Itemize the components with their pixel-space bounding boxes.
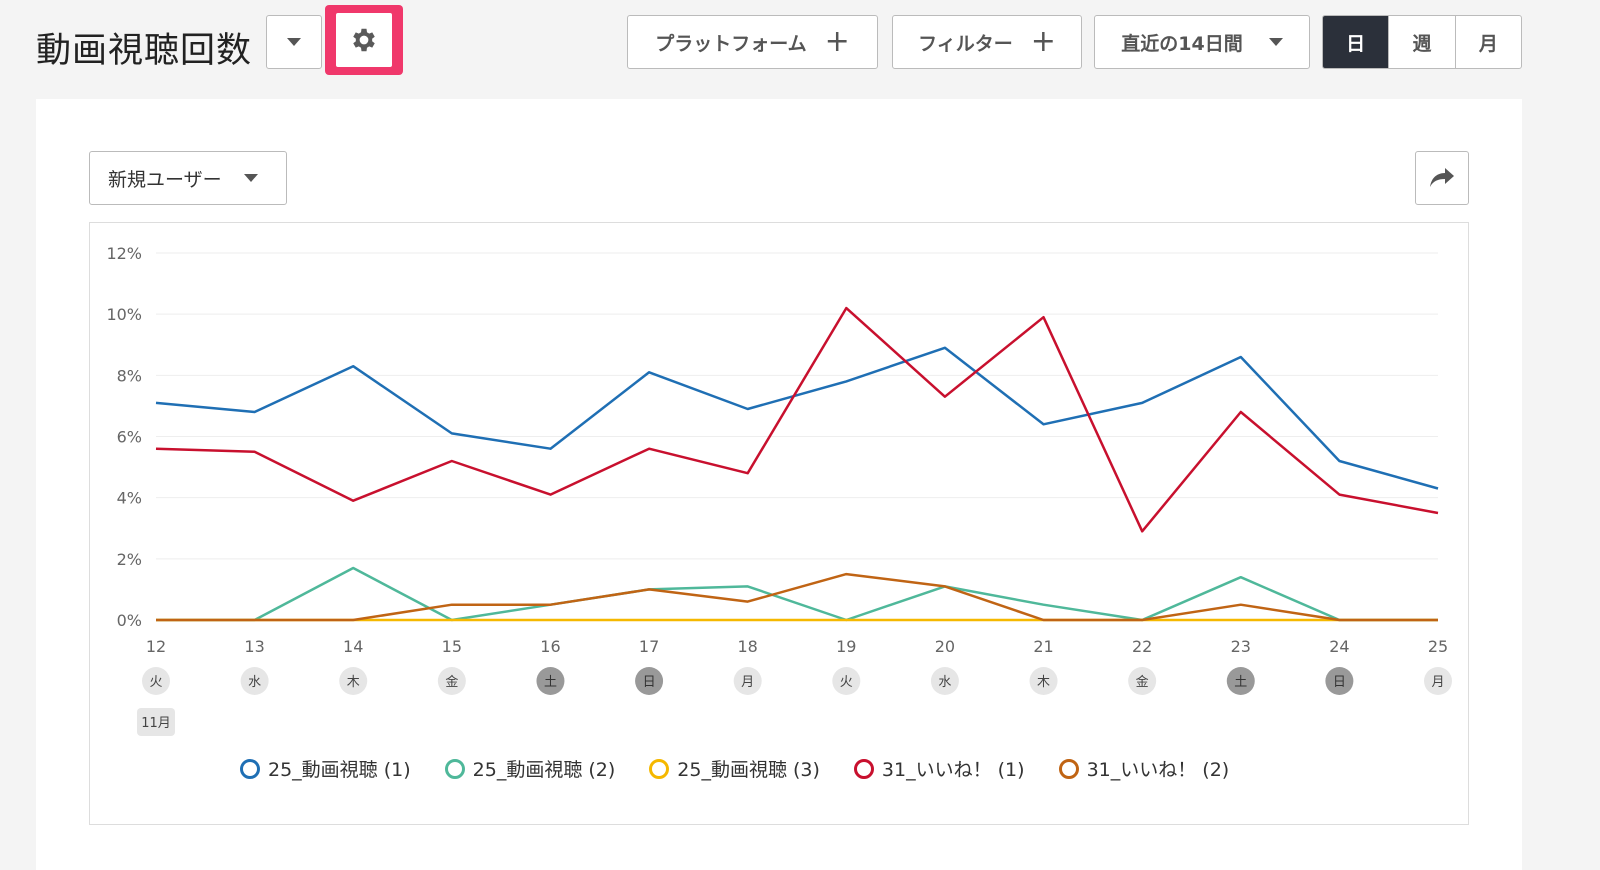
chevron-down-icon (243, 174, 258, 182)
chevron-down-icon (1268, 38, 1283, 46)
granularity-month[interactable]: 月 (1454, 16, 1521, 68)
filter-label: フィルター (918, 32, 1013, 55)
granularity-week[interactable]: 週 (1388, 16, 1454, 68)
chart-frame (89, 222, 1469, 825)
legend-marker-icon (444, 758, 465, 779)
legend-item-3[interactable]: 25_動画視聴 (3) (649, 755, 820, 782)
platform-add-button[interactable]: プラットフォーム + (627, 15, 878, 69)
legend-label: 25_動画視聴 (3) (677, 759, 820, 781)
legend-label: 31_いいね！ (2) (1086, 759, 1230, 781)
legend-label: 25_動画視聴 (2) (472, 759, 616, 781)
legend-label: 25_動画視聴 (1) (268, 759, 411, 781)
legend-marker-icon (853, 758, 874, 779)
chevron-down-icon (287, 38, 301, 46)
legend-marker-icon (1058, 758, 1079, 779)
legend-marker-icon (649, 758, 670, 779)
legend-item-1[interactable]: 25_動画視聴 (1) (240, 755, 411, 782)
legend-label: 31_いいね！ (1) (881, 759, 1025, 781)
granularity-day[interactable]: 日 (1323, 16, 1389, 68)
platform-label: プラットフォーム (655, 32, 807, 55)
share-icon (1430, 168, 1454, 187)
title-dropdown-button[interactable] (266, 15, 322, 69)
period-select[interactable]: 直近の14日間 (1094, 15, 1310, 69)
legend-item-4[interactable]: 31_いいね！ (1) (853, 755, 1025, 782)
page-title: 動画視聴回数 (36, 31, 253, 71)
metric-select[interactable]: 新規ユーザー (89, 151, 287, 205)
period-label: 直近の14日間 (1121, 32, 1243, 55)
plus-icon: + (824, 24, 850, 59)
share-button[interactable] (1415, 151, 1469, 205)
chart-legend: 25_動画視聴 (1) 25_動画視聴 (2) 25_動画視聴 (3) 31_いいね！… (240, 755, 1263, 782)
legend-marker-icon (240, 758, 260, 779)
filter-add-button[interactable]: フィルター + (892, 15, 1082, 69)
gear-icon (353, 28, 375, 52)
plus-icon: + (1030, 24, 1056, 59)
settings-button[interactable] (325, 5, 403, 75)
granularity-toggle: 日 週 月 (1322, 15, 1522, 69)
metric-label: 新規ユーザー (108, 168, 222, 191)
legend-item-2[interactable]: 25_動画視聴 (2) (444, 755, 616, 782)
legend-item-5[interactable]: 31_いいね！ (2) (1058, 755, 1230, 782)
